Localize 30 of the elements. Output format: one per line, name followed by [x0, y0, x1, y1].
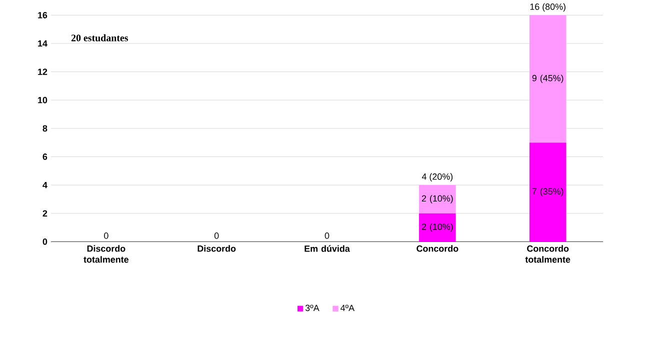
y-tick-label: 2	[42, 210, 48, 217]
total-label: 4 (20%)	[422, 173, 453, 182]
annotation: 20 estudantes	[71, 34, 128, 42]
data-label: 2 (10%)	[422, 195, 453, 204]
bar	[419, 213, 456, 242]
data-label: 7 (35%)	[532, 188, 564, 196]
data-label: 9 (45%)	[532, 74, 564, 84]
data-label: 2 (10%)	[422, 223, 453, 232]
data-label: 0	[104, 232, 108, 239]
y-tick-label: 6	[42, 154, 48, 160]
data-label: 0	[324, 232, 330, 239]
y-tick-label: 14	[38, 40, 48, 47]
y-tick-label: 12	[38, 68, 48, 75]
x-tick-label: Em dúvida	[304, 245, 350, 252]
y-tick-label: 10	[38, 96, 48, 104]
x-tick-label: Concordo totalmente	[525, 245, 570, 263]
bar	[529, 142, 566, 242]
x-tick-label: Concordo	[416, 245, 458, 252]
y-tick-label: 16	[38, 12, 48, 18]
y-tick-label: 4	[42, 182, 48, 188]
bar	[529, 15, 566, 143]
legend-label: 3ºA	[305, 304, 320, 312]
x-tick-label: Discordo	[198, 245, 236, 252]
y-tick-label: 8	[42, 125, 48, 132]
bar	[419, 185, 456, 214]
legend-label: 4ºA	[340, 304, 355, 312]
y-tick-label: 0	[42, 238, 48, 245]
x-tick-label: Discordo totalmente	[84, 245, 129, 263]
data-label: 0	[214, 232, 219, 239]
total-label: 16 (80%)	[530, 3, 566, 12]
